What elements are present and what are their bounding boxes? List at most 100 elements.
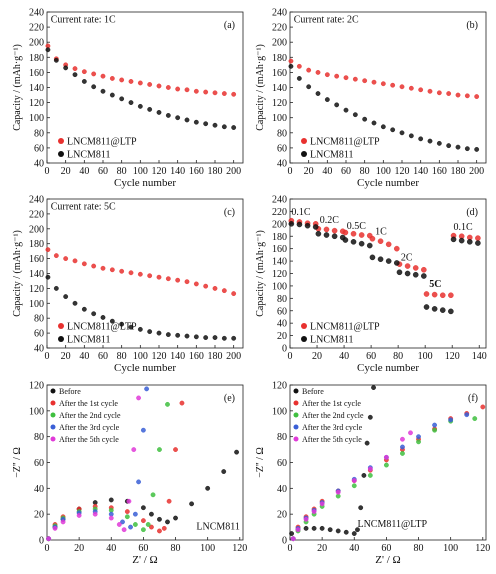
data-point [324,97,330,102]
data-point [390,127,396,133]
data-point [156,83,162,89]
x-tick-label: 180 [208,351,223,362]
legend-label: Before [59,387,81,396]
annotation: 1C [375,226,387,237]
data-point [385,258,392,264]
data-point [205,485,211,491]
data-point [472,416,478,421]
data-point [184,87,190,93]
data-point [343,107,349,113]
data-point [119,321,125,327]
legend-label: LNCM811@LTP [67,137,137,148]
data-point [304,222,311,229]
data-point [412,271,419,278]
data-point [358,240,365,247]
data-point [464,93,470,99]
data-point [334,73,340,79]
data-point [455,144,461,150]
y-tick-label: 200 [272,219,287,230]
data-point [331,233,338,240]
data-point [109,318,115,324]
x-tick-label: 60 [138,543,148,554]
y-tick-label: 120 [272,98,287,109]
data-point [45,247,51,253]
x-tick-label: 100 [133,351,148,362]
data-point [63,256,69,261]
data-point [119,77,125,83]
y-tick-label: 60 [277,458,287,469]
x-tick-label: 100 [200,543,215,554]
y-tick-label: 100 [29,299,44,310]
y-tick-label: 40 [277,159,287,170]
data-point [149,524,154,530]
data-point [342,237,349,243]
y-tick-label: 120 [29,98,44,109]
x-tick-label: 80 [117,351,127,362]
data-point [474,94,480,99]
data-point [446,143,452,149]
data-point [404,270,411,277]
y-tick-label: 100 [272,281,287,292]
panel-label: (c) [224,207,235,218]
x-tick-label: 120 [395,166,410,177]
x-tick-label: 20 [304,166,314,177]
data-point [418,87,424,93]
data-point [303,525,309,531]
annotation: Current rate: 1C [51,15,116,26]
data-point [400,444,405,450]
data-point [161,525,167,531]
y-tick-label: 80 [34,432,44,443]
data-point [408,133,414,139]
legend-label: LNCM811 [67,150,111,161]
data-point [358,505,364,511]
data-point [109,76,115,81]
y-tick-label: 60 [277,306,287,317]
data-point [193,88,199,94]
data-point [145,522,151,527]
data-point [120,519,125,525]
data-point [72,258,78,264]
y-tick-label: 120 [272,269,287,280]
data-point [412,265,419,271]
data-point [380,124,386,130]
data-point [157,528,162,534]
data-point [371,385,376,390]
data-point [380,81,386,87]
data-point [288,63,294,69]
y-tick-label: 40 [277,319,287,330]
x-axis-label: Z' / Ω [132,554,157,566]
x-tick-label: 20 [312,351,322,362]
y-tick-label: 240 [29,8,44,19]
data-point [137,80,143,86]
x-tick-label: 200 [469,166,484,177]
data-point [234,449,239,455]
y-tick-label: 120 [29,284,44,295]
annotation: 0.1C [291,207,311,218]
legend-label: Before [302,387,324,396]
data-point [140,518,146,524]
data-point [364,440,370,446]
data-point [342,229,349,236]
data-point [327,527,333,533]
x-tick-label: 100 [418,351,433,362]
data-point [193,119,199,125]
legend-label: After the 1st cycle [302,399,361,408]
data-point [189,501,194,507]
data-point [464,146,470,152]
y-tick-label: 80 [277,432,287,443]
data-point [60,519,66,525]
data-point [335,489,341,495]
data-point [119,96,125,102]
data-point [140,427,146,433]
data-point [385,241,392,248]
data-point [175,332,181,338]
data-point [296,221,303,228]
data-point [432,422,437,428]
data-point [296,63,302,69]
data-point [439,292,446,299]
y-tick-label: 40 [34,159,44,170]
data-point [466,239,473,245]
data-point [175,277,181,283]
data-point [212,122,218,128]
y-tick-label: 80 [277,294,287,305]
